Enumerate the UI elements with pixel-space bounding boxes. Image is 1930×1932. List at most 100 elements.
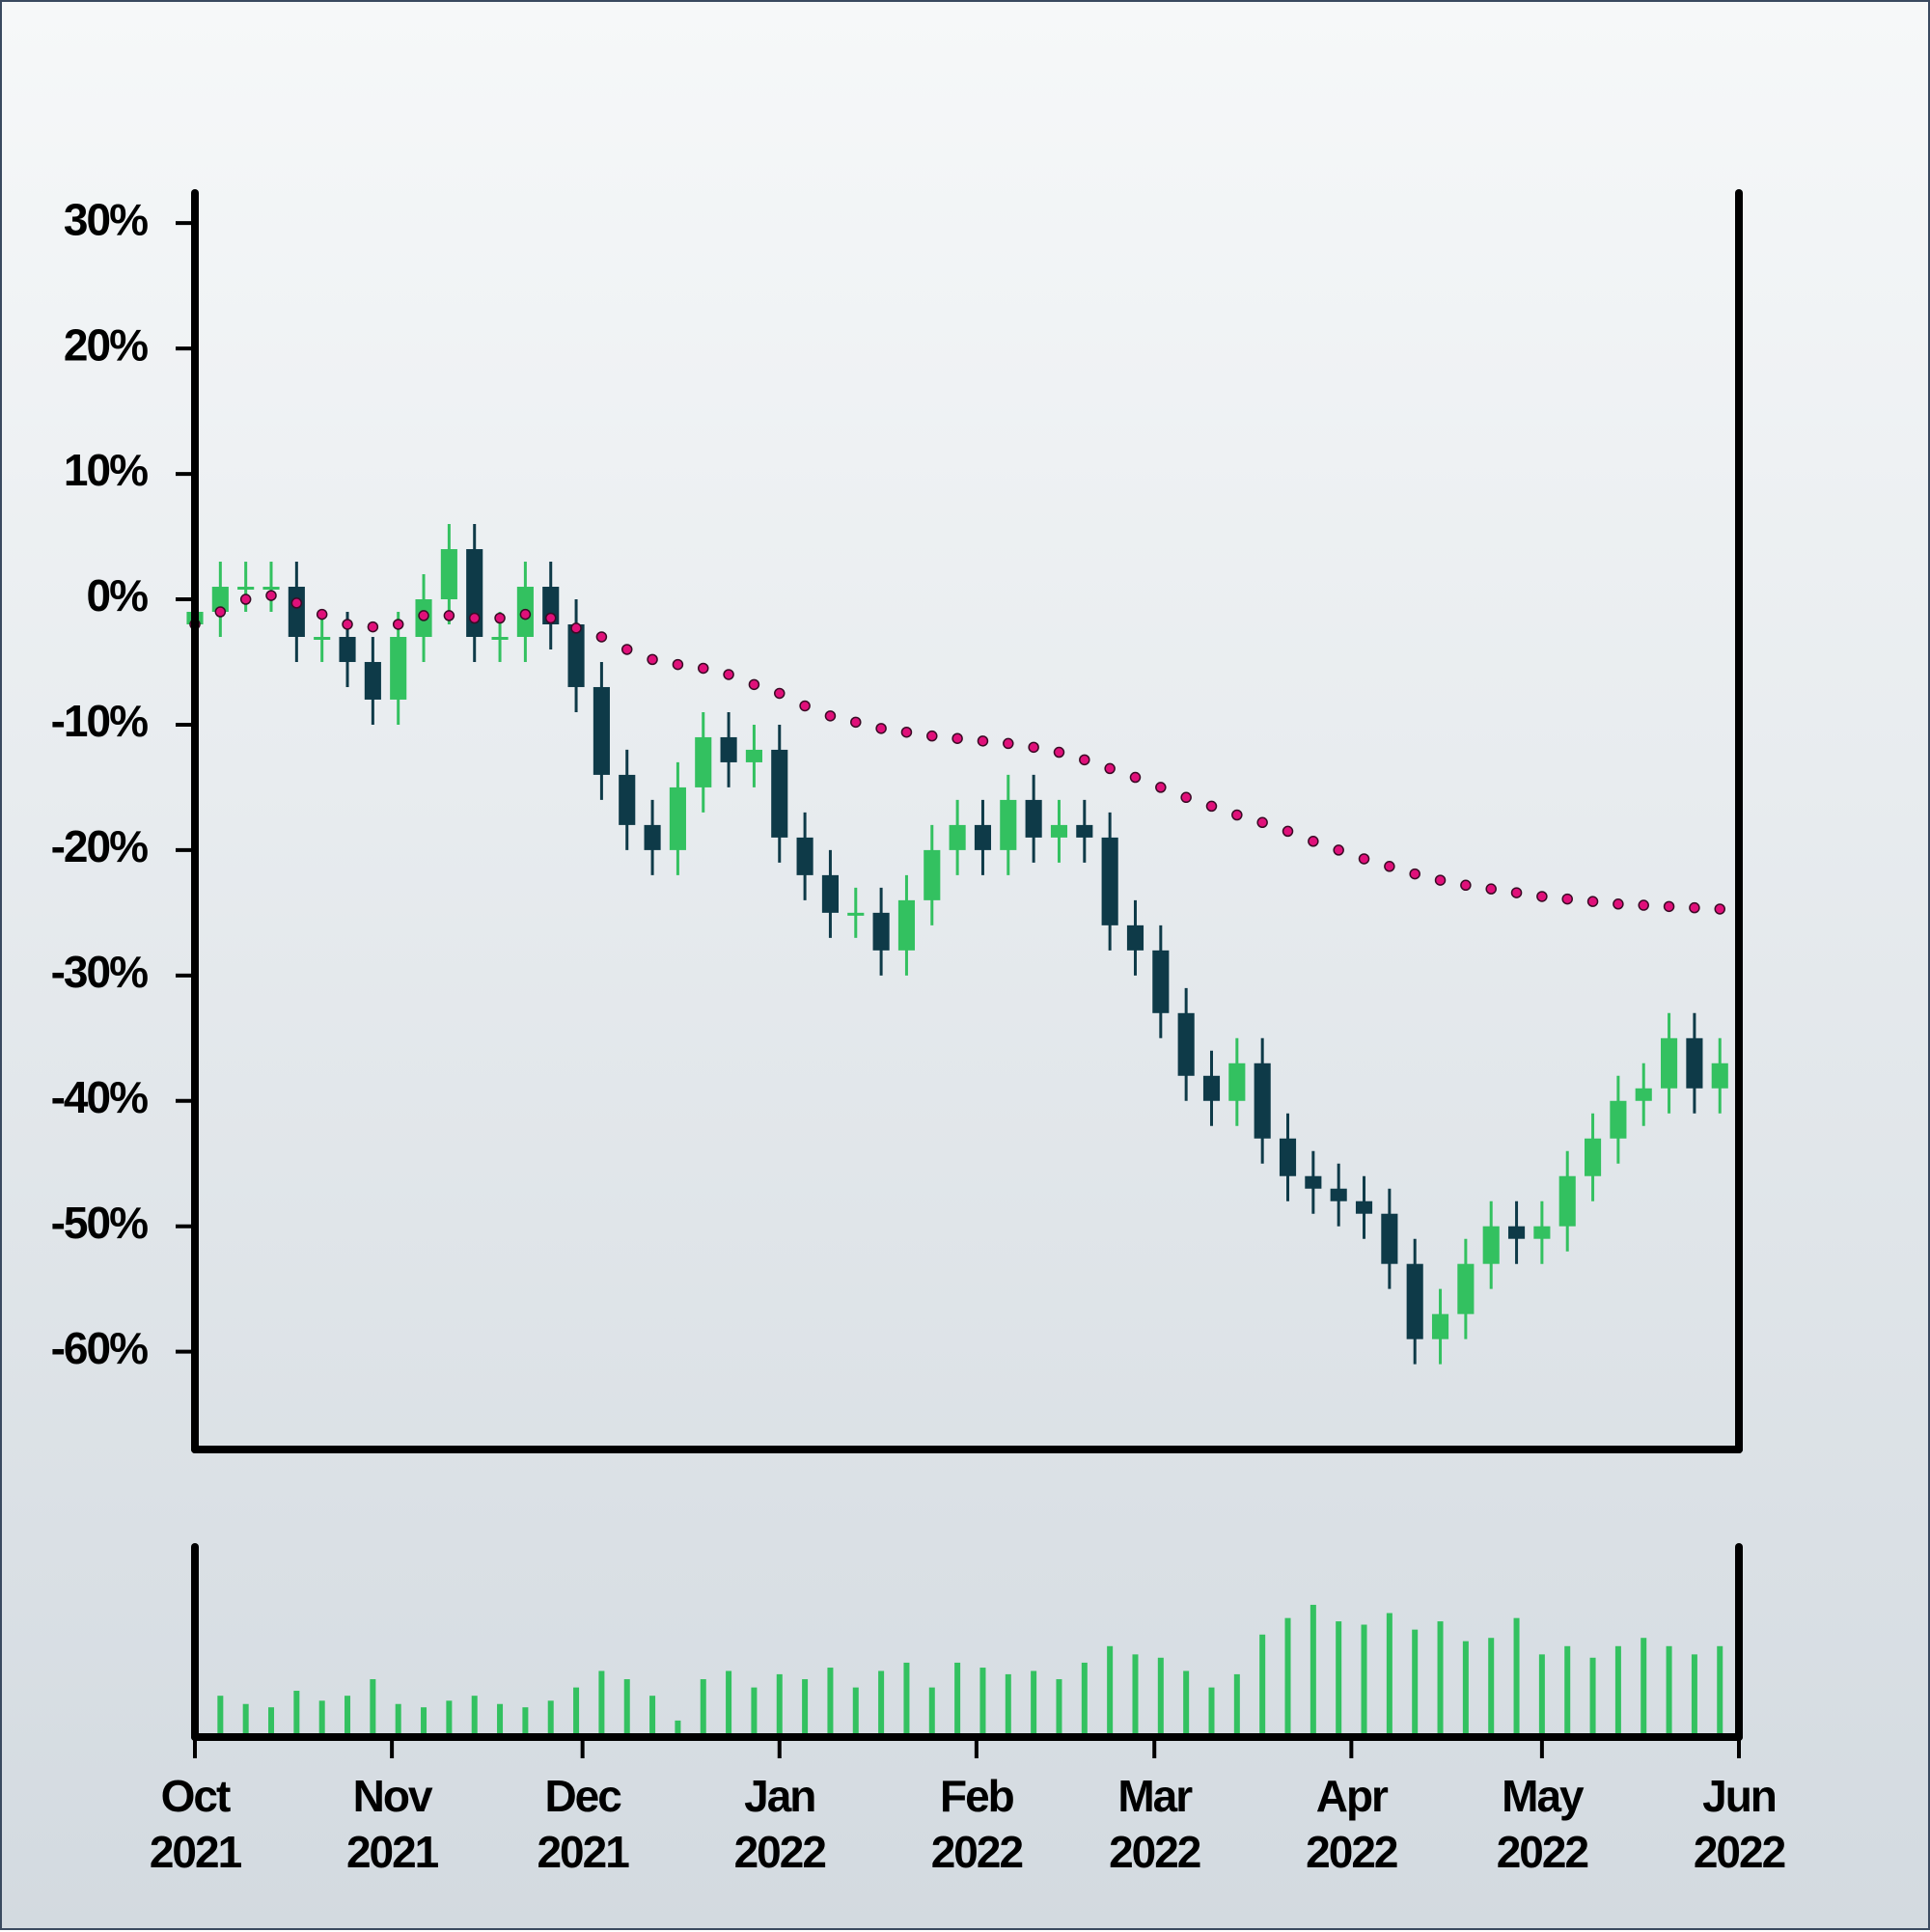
- moving-average-dot: [1510, 887, 1523, 898]
- moving-average-dot: [875, 723, 887, 734]
- moving-average-dot: [1079, 754, 1090, 766]
- moving-average-dot: [214, 606, 227, 618]
- candle-body: [288, 587, 305, 637]
- candle-body: [466, 549, 483, 637]
- candle-body: [339, 636, 356, 662]
- moving-average-dot: [392, 619, 404, 630]
- y-tick-label: -40%: [51, 1072, 148, 1122]
- volume-bar: [1538, 1654, 1545, 1737]
- candle-body: [491, 636, 509, 640]
- candle-body: [644, 824, 661, 850]
- candle-body: [314, 636, 331, 640]
- moving-average-dot: [570, 622, 582, 634]
- moving-average-dot: [443, 610, 455, 621]
- volume-bar: [1208, 1687, 1215, 1737]
- volume-bar: [1005, 1673, 1011, 1737]
- volume-bar: [776, 1673, 783, 1737]
- volume-bar: [623, 1679, 630, 1737]
- y-tick-label: -20%: [51, 821, 148, 871]
- moving-average-dot: [951, 732, 963, 744]
- x-tick-label: Apr 2022: [1306, 1771, 1398, 1877]
- candle-body: [974, 824, 992, 850]
- moving-average-dot: [494, 612, 506, 624]
- moving-average-dot: [647, 653, 658, 666]
- moving-average-dot: [265, 590, 277, 601]
- volume-bar: [1589, 1657, 1596, 1737]
- candle-body: [821, 874, 839, 913]
- volume-bar: [395, 1703, 401, 1737]
- volume-bar: [1031, 1670, 1037, 1737]
- candle-body: [1025, 799, 1042, 838]
- y-tick-label: -50%: [51, 1198, 148, 1248]
- volume-bar: [1666, 1645, 1672, 1737]
- candle-body: [1661, 1037, 1678, 1089]
- volume-bar: [1564, 1645, 1571, 1737]
- x-tick-label: Nov 2021: [345, 1771, 439, 1877]
- moving-average-dot: [1028, 741, 1039, 754]
- volume-bar: [573, 1687, 580, 1737]
- volume-bar: [1717, 1645, 1723, 1737]
- candle-body: [949, 824, 966, 850]
- candle-body: [1711, 1063, 1728, 1089]
- candle-body: [1254, 1063, 1271, 1139]
- moving-average-dot: [672, 658, 684, 671]
- moving-average-dot: [1638, 899, 1649, 911]
- moving-average-dot: [1460, 879, 1472, 892]
- candle-body: [1355, 1201, 1373, 1214]
- moving-average-dot: [1536, 891, 1548, 902]
- candle-body: [1482, 1226, 1500, 1264]
- moving-average-dot: [544, 612, 557, 624]
- volume-bar: [1640, 1638, 1647, 1737]
- moving-average-dot: [1104, 762, 1116, 775]
- volume-bar: [1157, 1657, 1164, 1737]
- moving-average-dot: [1561, 893, 1573, 905]
- volume-bar: [1513, 1617, 1520, 1737]
- volume-bar: [1462, 1641, 1469, 1737]
- candle-body: [847, 912, 865, 916]
- volume-bar: [242, 1703, 249, 1737]
- moving-average-dot: [1231, 809, 1243, 821]
- moving-average-dot: [519, 608, 532, 621]
- candle-body: [695, 736, 712, 787]
- moving-average-dot: [900, 726, 913, 738]
- candle-body: [567, 623, 585, 687]
- moving-average-dot: [1613, 898, 1624, 910]
- candle-body: [771, 749, 788, 838]
- moving-average-dot: [1180, 791, 1192, 804]
- x-tick-label: May 2022: [1496, 1771, 1589, 1877]
- moving-average-dot: [239, 593, 252, 605]
- volume-bar: [726, 1670, 732, 1737]
- volume-bar: [802, 1679, 809, 1737]
- candle-body: [619, 774, 636, 825]
- moving-average-dot: [595, 631, 608, 643]
- moving-average-dot: [1205, 800, 1218, 813]
- candle-body: [1177, 1012, 1195, 1076]
- volume-bar: [471, 1696, 478, 1737]
- volume-bar: [1310, 1604, 1316, 1737]
- moving-average-dot: [1714, 903, 1725, 915]
- moving-average-dot: [1663, 900, 1675, 913]
- moving-average-dot: [926, 730, 938, 742]
- volume-bar: [217, 1696, 224, 1737]
- volume-bar: [1107, 1645, 1114, 1737]
- volume-bar: [1437, 1621, 1444, 1737]
- candle-body: [1686, 1037, 1703, 1089]
- y-tick-label: 20%: [64, 319, 148, 370]
- moving-average-dot: [620, 644, 633, 655]
- moving-average-dot: [1053, 746, 1065, 759]
- candle-body: [211, 587, 229, 612]
- moving-average-dot: [316, 608, 328, 621]
- candle-body: [1533, 1226, 1551, 1239]
- candle-body: [593, 686, 610, 775]
- volume-bar: [1488, 1638, 1495, 1737]
- candle-body: [1330, 1188, 1347, 1201]
- volume-bar: [1412, 1629, 1419, 1737]
- candle-body: [237, 587, 255, 591]
- volume-bar: [979, 1668, 986, 1737]
- volume-bar: [1284, 1617, 1291, 1737]
- moving-average-dot: [748, 678, 760, 691]
- candle-body: [1126, 925, 1144, 951]
- moving-average-dot: [342, 619, 353, 630]
